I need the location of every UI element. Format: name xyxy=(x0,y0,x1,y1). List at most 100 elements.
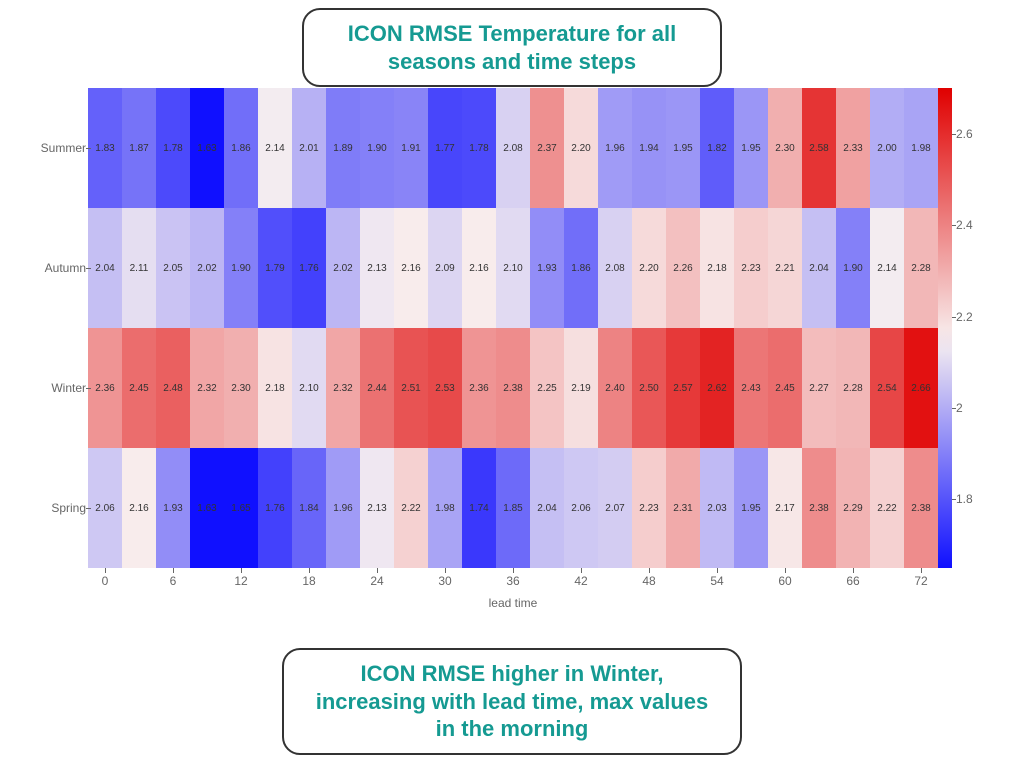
heat-cell: 2.00 xyxy=(870,88,904,208)
heat-cell: 2.05 xyxy=(156,208,190,328)
x-tick-mark xyxy=(309,568,310,573)
y-tick-label: Spring xyxy=(30,501,86,515)
heat-cell: 2.43 xyxy=(734,328,768,448)
x-tick-label: 6 xyxy=(170,574,177,588)
heat-cell: 2.22 xyxy=(394,448,428,568)
heat-cell: 1.74 xyxy=(462,448,496,568)
colorbar-tick-label: 1.8 xyxy=(956,492,973,506)
heat-cell: 2.38 xyxy=(802,448,836,568)
x-tick-mark xyxy=(785,568,786,573)
heat-cell: 2.40 xyxy=(598,328,632,448)
x-tick-label: 54 xyxy=(710,574,723,588)
heat-cell: 2.28 xyxy=(836,328,870,448)
heat-cell: 2.25 xyxy=(530,328,564,448)
heat-cell: 1.89 xyxy=(326,88,360,208)
x-tick-mark xyxy=(581,568,582,573)
heat-cell: 1.95 xyxy=(734,88,768,208)
x-tick-mark xyxy=(853,568,854,573)
heat-cell: 1.93 xyxy=(530,208,564,328)
heat-cell: 2.08 xyxy=(496,88,530,208)
heat-cell: 2.04 xyxy=(88,208,122,328)
caption-text: ICON RMSE higher in Winter, increasing w… xyxy=(316,661,709,741)
colorbar-tick-label: 2.4 xyxy=(956,218,973,232)
heat-cell: 2.45 xyxy=(768,328,802,448)
heat-cell: 2.23 xyxy=(632,448,666,568)
colorbar: 1.822.22.42.6 xyxy=(938,88,984,568)
heat-cell: 2.29 xyxy=(836,448,870,568)
heat-cell: 2.30 xyxy=(768,88,802,208)
heat-cell: 2.22 xyxy=(870,448,904,568)
heat-cell: 2.53 xyxy=(428,328,462,448)
page-title: ICON RMSE Temperature for all seasons an… xyxy=(348,21,676,74)
heat-cell: 1.79 xyxy=(258,208,292,328)
heat-cell: 1.96 xyxy=(326,448,360,568)
heat-cell: 2.44 xyxy=(360,328,394,448)
x-tick-label: 18 xyxy=(302,574,315,588)
heat-cell: 2.10 xyxy=(292,328,326,448)
y-tick-label: Autumn xyxy=(30,261,86,275)
heat-cell: 2.20 xyxy=(564,88,598,208)
x-tick-mark xyxy=(377,568,378,573)
heat-cell: 2.08 xyxy=(598,208,632,328)
heat-cell: 2.14 xyxy=(870,208,904,328)
heat-cell: 2.06 xyxy=(564,448,598,568)
heatmap-chart: 1.831.871.781.631.862.142.011.891.901.91… xyxy=(30,88,994,628)
heat-cell: 2.38 xyxy=(496,328,530,448)
x-tick-label: 0 xyxy=(102,574,109,588)
heat-cell: 2.57 xyxy=(666,328,700,448)
heat-cell: 2.26 xyxy=(666,208,700,328)
heat-cell: 2.21 xyxy=(768,208,802,328)
heat-cell: 2.09 xyxy=(428,208,462,328)
x-tick-label: 24 xyxy=(370,574,383,588)
x-tick-label: 36 xyxy=(506,574,519,588)
heat-cell: 1.84 xyxy=(292,448,326,568)
heat-cell: 1.63 xyxy=(190,448,224,568)
y-tick-label: Summer xyxy=(30,141,86,155)
heat-cell: 1.90 xyxy=(224,208,258,328)
heat-cell: 1.86 xyxy=(564,208,598,328)
heat-cell: 1.78 xyxy=(156,88,190,208)
heat-cell: 2.48 xyxy=(156,328,190,448)
x-tick-mark xyxy=(513,568,514,573)
heat-cell: 2.32 xyxy=(190,328,224,448)
heat-cell: 1.63 xyxy=(190,88,224,208)
heat-cell: 2.38 xyxy=(904,448,938,568)
x-tick-mark xyxy=(921,568,922,573)
x-tick-mark xyxy=(649,568,650,573)
heat-row: 1.831.871.781.631.862.142.011.891.901.91… xyxy=(88,88,938,208)
heat-cell: 2.18 xyxy=(258,328,292,448)
colorbar-gradient xyxy=(938,88,952,568)
heat-cell: 1.65 xyxy=(224,448,258,568)
heat-cell: 1.87 xyxy=(122,88,156,208)
x-tick-label: 12 xyxy=(234,574,247,588)
heat-cell: 2.19 xyxy=(564,328,598,448)
heat-cell: 2.28 xyxy=(904,208,938,328)
y-tick-mark xyxy=(86,268,91,269)
y-tick-mark xyxy=(86,148,91,149)
heat-cell: 1.83 xyxy=(88,88,122,208)
heat-cell: 2.16 xyxy=(394,208,428,328)
x-tick-label: 60 xyxy=(778,574,791,588)
heat-cell: 2.62 xyxy=(700,328,734,448)
x-tick-mark xyxy=(445,568,446,573)
heat-cell: 1.77 xyxy=(428,88,462,208)
x-tick-mark xyxy=(717,568,718,573)
heat-cell: 1.95 xyxy=(734,448,768,568)
heat-cell: 2.16 xyxy=(462,208,496,328)
colorbar-tick-label: 2.6 xyxy=(956,127,973,141)
heat-cell: 2.13 xyxy=(360,208,394,328)
heat-cell: 2.06 xyxy=(88,448,122,568)
heat-cell: 2.02 xyxy=(326,208,360,328)
heat-cell: 2.13 xyxy=(360,448,394,568)
heat-cell: 2.03 xyxy=(700,448,734,568)
heat-cell: 2.50 xyxy=(632,328,666,448)
heat-row: 2.062.161.931.631.651.761.841.962.132.22… xyxy=(88,448,938,568)
heat-cell: 1.90 xyxy=(836,208,870,328)
heat-cell: 2.54 xyxy=(870,328,904,448)
x-tick-mark xyxy=(173,568,174,573)
heat-cell: 1.76 xyxy=(292,208,326,328)
heat-cell: 2.20 xyxy=(632,208,666,328)
x-axis-label: lead time xyxy=(88,596,938,610)
x-tick-label: 72 xyxy=(914,574,927,588)
heat-cell: 2.51 xyxy=(394,328,428,448)
